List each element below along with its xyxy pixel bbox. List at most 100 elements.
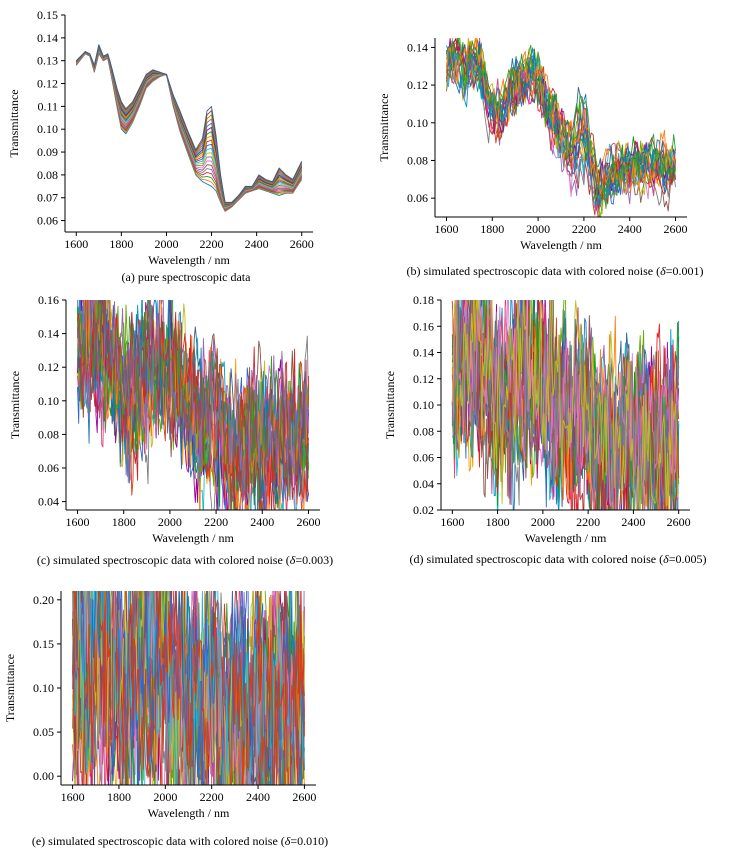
panel-c: 1600 1800 2000 2200 2400 2600 0.04 0.06 0.08 0.10… (8, 293, 333, 567)
y-tick-label: 0.10 (413, 398, 434, 412)
y-tick-label: 0.08 (413, 424, 434, 438)
panel-b: 1600 1800 2000 2200 2400 2600 0.06 0.08 0.10 0.12… (377, 38, 704, 278)
x-tick-label: 2600 (296, 515, 320, 529)
x-tick-label: 2600 (664, 222, 688, 236)
series-group (446, 38, 676, 217)
x-tick-label: 2600 (292, 790, 316, 804)
y-tick-label: 0.14 (413, 346, 434, 360)
y-tick-label: 0.12 (37, 77, 58, 91)
spectrum-line (451, 300, 680, 510)
y-axis-title: Transmittance (8, 371, 22, 439)
spectrum-line (451, 300, 680, 510)
y-tick-label: 0.04 (38, 495, 59, 509)
y-tick-label: 0.06 (407, 191, 428, 205)
y-tick-label: 0.02 (413, 503, 434, 517)
y-tick-label: 0.10 (407, 116, 428, 130)
y-tick-label: 0.16 (38, 293, 59, 307)
x-tick-label: 1800 (112, 515, 136, 529)
spectrum-line (446, 40, 676, 209)
x-tick-label: 1600 (440, 515, 464, 529)
x-axis-title: Wavelength / nm (148, 253, 230, 267)
panel-caption: (d) simulated spectroscopic data with co… (410, 552, 707, 566)
x-tick-label: 1600 (434, 222, 458, 236)
x-tick-label: 2600 (290, 237, 314, 251)
y-tick-label: 0.20 (33, 593, 54, 607)
y-tick-label: 0.13 (37, 54, 58, 68)
spectrum-line (77, 300, 309, 510)
series-group (77, 300, 309, 510)
y-tick-label: 0.08 (407, 153, 428, 167)
x-tick-label: 2000 (153, 790, 177, 804)
x-tick-label: 2200 (200, 237, 224, 251)
panel-caption: (a) pure spectroscopic data (122, 270, 252, 284)
y-tick-label: 0.10 (37, 122, 58, 136)
x-tick-label: 2000 (531, 515, 555, 529)
panel-e: 1600 1800 2000 2200 2400 2600 0.00 0.05 0.10 0.15… (3, 591, 328, 848)
spectrum-line (75, 44, 303, 203)
y-axis-title: Transmittance (383, 371, 397, 439)
x-tick-label: 2200 (572, 222, 596, 236)
x-tick-label: 2000 (526, 222, 550, 236)
x-tick-label: 2400 (245, 237, 269, 251)
y-tick-label: 0.04 (413, 477, 434, 491)
x-tick-label: 2400 (246, 790, 270, 804)
x-tick-label: 2400 (621, 515, 645, 529)
y-tick-label: 0.16 (413, 319, 434, 333)
x-tick-label: 2000 (154, 237, 178, 251)
x-tick-label: 2200 (204, 515, 228, 529)
x-tick-label: 2200 (576, 515, 600, 529)
y-tick-label: 0.14 (407, 40, 428, 54)
y-tick-label: 0.15 (33, 637, 54, 651)
panel-d: 1600 1800 2000 2200 2400 2600 0.02 0.04 0.06 0.08… (383, 293, 707, 566)
series-group (72, 591, 305, 785)
y-tick-label: 0.06 (37, 214, 58, 228)
x-axis-title: Wavelength / nm (148, 806, 230, 820)
x-tick-label: 1800 (486, 515, 510, 529)
x-tick-label: 2200 (200, 790, 224, 804)
x-axis-title: Wavelength / nm (520, 238, 602, 252)
panel-caption: (b) simulated spectroscopic data with co… (407, 264, 704, 278)
x-tick-label: 2400 (618, 222, 642, 236)
x-axis-title: Wavelength / nm (152, 531, 234, 545)
x-tick-label: 1600 (66, 515, 90, 529)
x-tick-label: 1600 (64, 237, 88, 251)
spectrum-line (77, 300, 309, 510)
y-axis-title: Transmittance (377, 93, 391, 161)
y-tick-label: 0.09 (37, 145, 58, 159)
x-tick-label: 1800 (480, 222, 504, 236)
y-tick-label: 0.11 (37, 99, 58, 113)
series-group (451, 300, 680, 510)
y-tick-label: 0.08 (38, 427, 59, 441)
y-tick-label: 0.10 (33, 681, 54, 695)
y-tick-label: 0.15 (37, 8, 58, 22)
y-tick-label: 0.08 (37, 168, 58, 182)
spectrum-line (446, 39, 676, 210)
y-tick-label: 0.12 (38, 360, 59, 374)
x-tick-label: 2600 (667, 515, 691, 529)
x-axis-title: Wavelength / nm (525, 531, 607, 545)
series-group (75, 44, 303, 212)
x-tick-label: 2400 (250, 515, 274, 529)
y-tick-label: 0.14 (38, 327, 59, 341)
y-tick-label: 0.12 (407, 78, 428, 92)
x-tick-label: 1800 (107, 790, 131, 804)
y-tick-label: 0.00 (33, 769, 54, 783)
spectrum-line (72, 591, 305, 785)
y-axis-title: Transmittance (3, 654, 17, 722)
y-tick-label: 0.10 (38, 394, 59, 408)
y-tick-label: 0.06 (413, 451, 434, 465)
spectrum-line (446, 38, 676, 195)
y-tick-label: 0.18 (413, 293, 434, 307)
panel-caption: (c) simulated spectroscopic data with co… (37, 553, 333, 567)
y-tick-label: 0.06 (38, 461, 59, 475)
x-tick-label: 2000 (158, 515, 182, 529)
y-tick-label: 0.14 (37, 31, 58, 45)
spectrum-line (72, 591, 305, 785)
y-tick-label: 0.12 (413, 372, 434, 386)
x-tick-label: 1600 (61, 790, 85, 804)
y-tick-label: 0.05 (33, 725, 54, 739)
y-axis-title: Transmittance (7, 89, 21, 157)
panel-caption: (e) simulated spectroscopic data with co… (32, 834, 328, 848)
panel-a: 1600 1800 2000 2200 2400 2600 0.06 0.07 0.08 0.09… (7, 8, 314, 284)
